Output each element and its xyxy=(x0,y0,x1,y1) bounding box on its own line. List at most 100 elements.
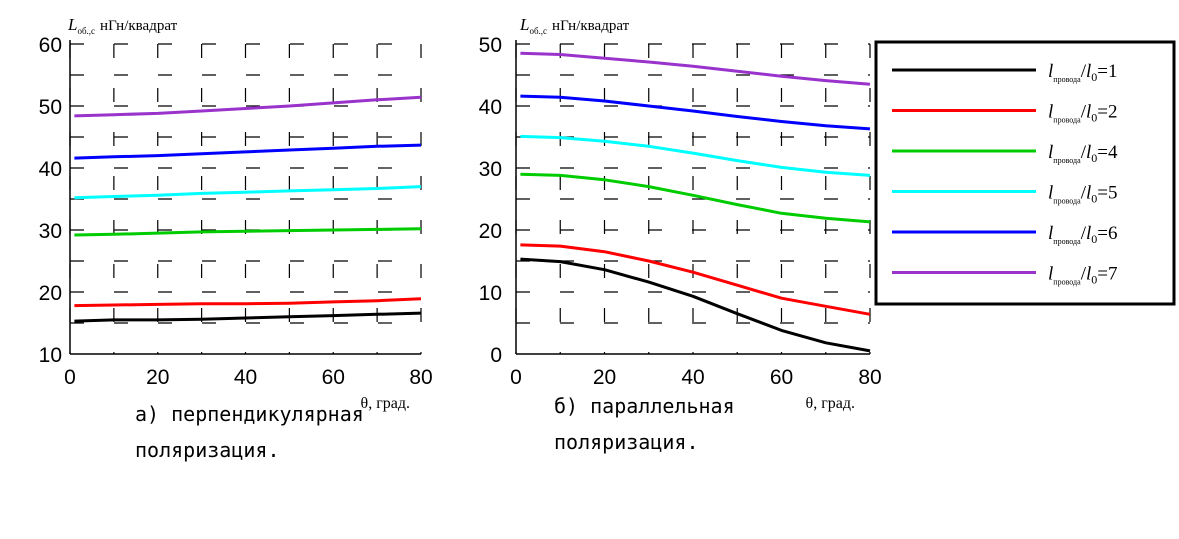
legend-divider: / xyxy=(1081,142,1087,163)
legend-label: lпровода/l0=7 xyxy=(1048,264,1117,287)
legend-label: lпровода/l0=5 xyxy=(1048,183,1117,206)
y-axis-subscript: об.,с xyxy=(529,26,547,36)
legend-symbol-subscript: провода xyxy=(1053,116,1081,125)
legend-label: lпровода/l0=4 xyxy=(1048,142,1118,165)
series-line-ratio-7 xyxy=(520,51,871,86)
legend-ref-symbol: l xyxy=(1086,183,1091,204)
legend-ratio-value: 4 xyxy=(1108,142,1118,163)
y-tick-label: 10 xyxy=(39,344,62,367)
legend-equals: = xyxy=(1097,264,1108,285)
x-tick-label: 80 xyxy=(858,366,881,389)
legend-item-ratio-7: lпровода/l0=7 xyxy=(892,264,1117,287)
series-line-ratio-4 xyxy=(520,172,871,224)
grid xyxy=(515,43,871,354)
series-line-ratio-2 xyxy=(520,243,871,316)
legend-ref-subscript: 0 xyxy=(1091,70,1097,84)
legend-divider: / xyxy=(1081,61,1087,82)
caption-left-line1: а) перпендикулярная xyxy=(135,402,364,426)
legend-ratio-value: 7 xyxy=(1108,264,1118,285)
y-axis-title: Lоб.,с нГн/квадрат xyxy=(67,15,178,36)
x-tick-label: 60 xyxy=(770,366,793,389)
legend-item-ratio-4: lпровода/l0=4 xyxy=(892,142,1118,165)
legend-divider: / xyxy=(1081,183,1087,204)
legend: lпровода/l0=1lпровода/l0=2lпровода/l0=4l… xyxy=(874,40,1176,306)
legend-ref-subscript: 0 xyxy=(1091,273,1097,287)
y-axis-subscript: об.,с xyxy=(77,26,95,36)
legend-label: lпровода/l0=2 xyxy=(1048,102,1117,125)
y-tick-label: 0 xyxy=(490,344,502,367)
legend-divider: / xyxy=(1081,223,1087,244)
legend-divider: / xyxy=(1081,264,1087,285)
x-tick-label: 0 xyxy=(510,366,522,389)
y-axis-units: нГн/квадрат xyxy=(552,18,630,34)
legend-label: lпровода/l0=6 xyxy=(1048,223,1117,246)
x-axis-title: θ, град. xyxy=(361,395,410,412)
series-line-ratio-5 xyxy=(74,185,422,200)
legend-divider: / xyxy=(1081,102,1087,123)
legend-ref-symbol: l xyxy=(1086,142,1091,163)
legend-ratio-value: 1 xyxy=(1108,61,1118,82)
grid xyxy=(69,43,422,354)
y-tick-label: 10 xyxy=(479,282,502,305)
y-axis-units: нГн/квадрат xyxy=(100,18,178,34)
legend-ref-subscript: 0 xyxy=(1091,111,1097,125)
legend-symbol-subscript: провода xyxy=(1053,278,1081,287)
legend-equals: = xyxy=(1097,102,1108,123)
y-tick-label: 50 xyxy=(39,96,62,119)
series-line-ratio-4 xyxy=(74,227,422,237)
legend-equals: = xyxy=(1097,223,1108,244)
legend-symbol: l xyxy=(1048,183,1053,204)
y-tick-label: 40 xyxy=(479,96,502,119)
x-axis-title: θ, град. xyxy=(806,395,855,412)
y-tick-label: 40 xyxy=(39,158,62,181)
x-tick-label: 40 xyxy=(681,366,704,389)
legend-ref-symbol: l xyxy=(1086,102,1091,123)
chart-panel-1: 10 20 30 40 50 60 0 20 40 60 80 Lоб.,с нГн/квадрат θ,… xyxy=(39,15,433,412)
x-tick-label: 20 xyxy=(593,366,616,389)
legend-equals: = xyxy=(1097,61,1108,82)
legend-ref-symbol: l xyxy=(1086,223,1091,244)
series-line-ratio-5 xyxy=(520,134,871,177)
series-line-ratio-7 xyxy=(74,95,422,118)
legend-symbol: l xyxy=(1048,102,1053,123)
x-tick-label: 80 xyxy=(409,366,432,389)
y-tick-label: 20 xyxy=(39,282,62,305)
x-tick-label: 60 xyxy=(322,366,345,389)
legend-symbol: l xyxy=(1048,142,1053,163)
caption-left: а) перпендикулярная поляризация. xyxy=(135,396,364,468)
legend-equals: = xyxy=(1097,183,1108,204)
legend-item-ratio-5: lпровода/l0=5 xyxy=(892,183,1117,206)
caption-right-line2: поляризация. xyxy=(554,430,699,454)
series-line-ratio-6 xyxy=(74,143,422,160)
legend-ref-subscript: 0 xyxy=(1091,192,1097,206)
y-tick-label: 30 xyxy=(39,220,62,243)
x-tick-label: 0 xyxy=(64,366,76,389)
chart-panel-2: 0 10 20 30 40 50 0 20 40 60 80 Lоб.,с нГн/квадрат θ, … xyxy=(479,15,882,412)
x-tick-label: 40 xyxy=(234,366,257,389)
legend-ref-symbol: l xyxy=(1086,61,1091,82)
series-line-ratio-6 xyxy=(520,94,871,131)
y-tick-label: 30 xyxy=(479,158,502,181)
y-axis-symbol: L xyxy=(519,15,529,34)
legend-symbol: l xyxy=(1048,264,1053,285)
legend-item-ratio-6: lпровода/l0=6 xyxy=(892,223,1117,246)
y-tick-label: 50 xyxy=(479,34,502,57)
legend-symbol-subscript: провода xyxy=(1053,197,1081,206)
legend-equals: = xyxy=(1097,142,1108,163)
y-axis-title: Lоб.,с нГн/квадрат xyxy=(519,15,630,36)
legend-ref-subscript: 0 xyxy=(1091,151,1097,165)
legend-symbol-subscript: провода xyxy=(1053,75,1081,84)
series-line-ratio-2 xyxy=(74,297,422,308)
legend-item-ratio-2: lпровода/l0=2 xyxy=(892,102,1117,125)
series-line-ratio-1 xyxy=(520,257,871,353)
legend-ratio-value: 5 xyxy=(1108,183,1118,204)
legend-item-ratio-1: lпровода/l0=1 xyxy=(892,61,1117,84)
caption-right-line1: б) параллельная xyxy=(554,394,735,418)
legend-ratio-value: 6 xyxy=(1108,223,1118,244)
legend-symbol-subscript: провода xyxy=(1053,237,1081,246)
y-tick-label: 60 xyxy=(39,34,62,57)
legend-label: lпровода/l0=1 xyxy=(1048,61,1117,84)
y-tick-label: 20 xyxy=(479,220,502,243)
caption-left-line2: поляризация. xyxy=(135,438,280,462)
